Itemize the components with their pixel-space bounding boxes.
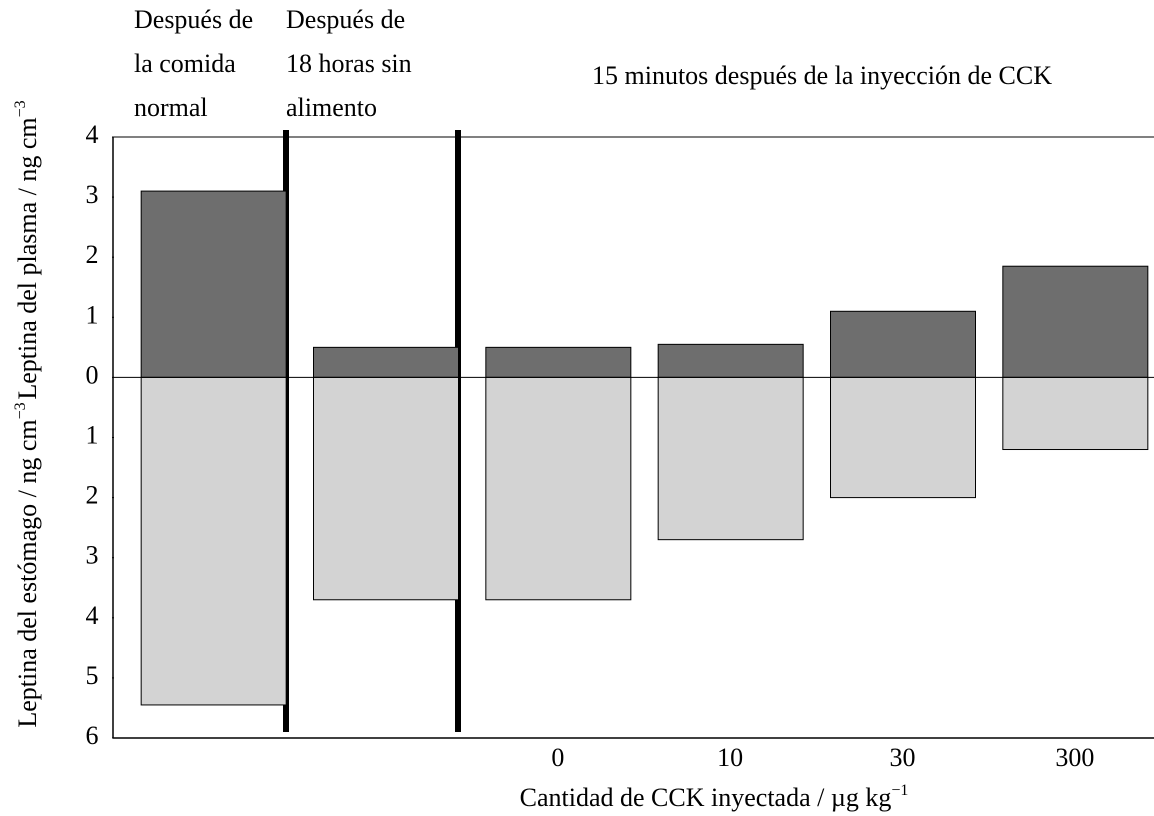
y-tick-label: 1 [86, 300, 99, 329]
y-tick-label: 3 [86, 180, 99, 209]
group-label: 18 horas sin [286, 49, 412, 78]
bar [140, 376, 287, 706]
bar [485, 376, 632, 601]
y-tick-label: 0 [86, 360, 99, 389]
group-label: Después de [286, 5, 405, 34]
bar [313, 346, 459, 378]
x-tick-label: 0 [551, 743, 564, 772]
y-tick-label: 4 [86, 120, 99, 149]
y-tick-label: 2 [86, 240, 99, 269]
x-label-text: Cantidad de CCK inyectada / µg kg [520, 783, 892, 812]
group-label: la comida [134, 49, 236, 78]
y-label-sup: −3 [12, 402, 29, 419]
y-tick-label: 4 [86, 601, 99, 630]
y-tick-label: 1 [86, 420, 99, 449]
group-label: normal [134, 93, 208, 122]
annotation: 15 minutos después de la inyección de CC… [592, 61, 1052, 90]
bar [485, 346, 632, 378]
bar [657, 376, 804, 541]
x-axis-label: Cantidad de CCK inyectada / µg kg−1 [520, 782, 909, 812]
bar [830, 376, 976, 499]
bar [657, 343, 804, 378]
bar [1002, 376, 1149, 451]
bar [830, 310, 976, 378]
bar [313, 376, 459, 601]
x-tick-label: 30 [890, 743, 916, 772]
y-label-text: Leptina del plasma / ng cm [13, 117, 42, 399]
y-label-sup: −3 [12, 100, 29, 117]
y-tick-label: 6 [86, 721, 99, 750]
x-label-sup: −1 [891, 782, 908, 799]
y-tick-label: 3 [86, 541, 99, 570]
y-label-text: Leptina del estómago / ng cm [13, 419, 42, 727]
x-tick-label: 300 [1055, 743, 1094, 772]
y-tick-label: 2 [86, 481, 99, 510]
y-axis-label: Leptina del estómago / ng cm−3 [12, 402, 42, 727]
group-label: Después de [134, 5, 253, 34]
bar [140, 190, 287, 378]
x-tick-label: 10 [717, 743, 743, 772]
y-tick-label: 5 [86, 661, 99, 690]
y-axis-label: Leptina del plasma / ng cm−3 [12, 100, 42, 399]
bar [1002, 265, 1149, 378]
group-label: alimento [286, 93, 377, 122]
